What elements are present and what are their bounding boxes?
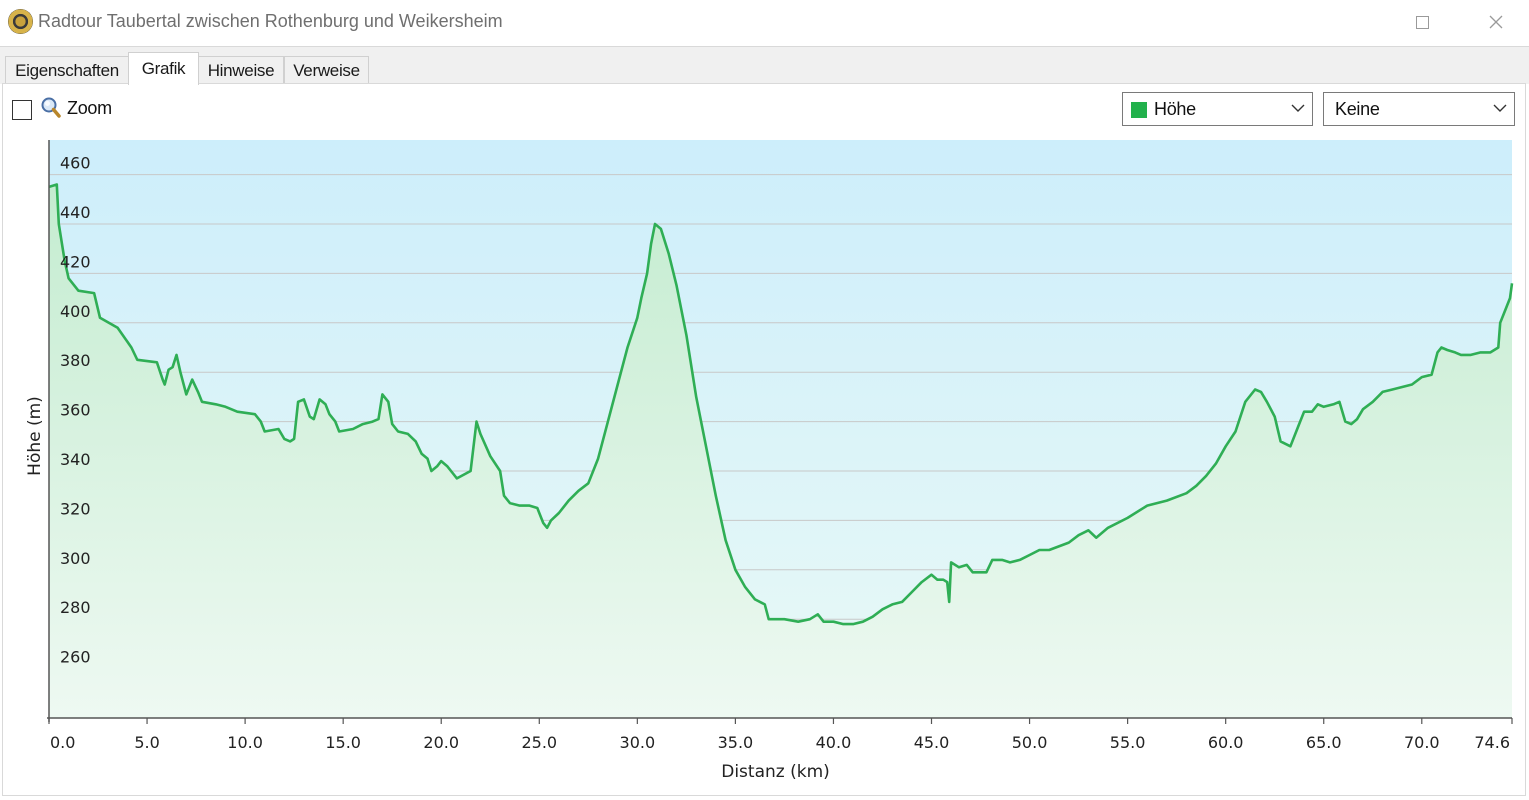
- maximize-button[interactable]: [1407, 8, 1437, 36]
- x-tick-label: 50.0: [1012, 733, 1048, 752]
- x-tick-label: 70.0: [1404, 733, 1440, 752]
- x-tick-label: 55.0: [1110, 733, 1146, 752]
- close-button[interactable]: [1481, 8, 1511, 36]
- compare-select-value: Keine: [1335, 99, 1380, 119]
- x-tick-label: 30.0: [620, 733, 656, 752]
- tab-hinweise[interactable]: Hinweise: [198, 56, 284, 85]
- series-select-value: Höhe: [1154, 99, 1196, 119]
- y-tick-label: 380: [60, 351, 91, 370]
- elevation-chart: 260 280 300 320 340 360 380 400 420 440 460 0.0 5.0…: [25, 140, 1514, 782]
- x-tick-label: 5.0: [134, 733, 159, 752]
- x-axis-label: Distanz (km): [721, 762, 830, 782]
- y-tick-label: 360: [60, 401, 91, 420]
- y-tick-label: 340: [60, 450, 91, 469]
- axes: [47, 140, 1512, 722]
- x-tick-label: 15.0: [325, 733, 361, 752]
- elevation-area: [49, 184, 1512, 718]
- y-tick-label: 320: [60, 499, 91, 518]
- x-axis-ticks: 0.0 5.0 10.0 15.0 20.0 25.0 30.0 35.0 40.0 45.0 50…: [48, 718, 1513, 752]
- zoom-label: Zoom: [67, 98, 112, 118]
- y-tick-label: 460: [60, 154, 91, 173]
- chevron-down-icon: [1291, 104, 1305, 112]
- x-tick-label: 0.0: [50, 733, 75, 752]
- title-bar: Radtour Taubertal zwischen Rothenburg un…: [0, 0, 1529, 46]
- x-tick-label: 40.0: [816, 733, 852, 752]
- app-logo-icon: [8, 9, 33, 34]
- x-tick-label: 20.0: [423, 733, 459, 752]
- magnifier-icon: [41, 97, 61, 118]
- x-tick-label: 45.0: [914, 733, 950, 752]
- compare-select[interactable]: Keine: [1323, 92, 1515, 126]
- series-color-swatch: [1131, 102, 1147, 118]
- y-axis-ticks: 260 280 300 320 340 360 380 400 420 440 460: [60, 154, 91, 667]
- y-tick-label: 440: [60, 203, 91, 222]
- x-tick-label: 65.0: [1306, 733, 1342, 752]
- window-title: Radtour Taubertal zwischen Rothenburg un…: [38, 11, 503, 31]
- y-tick-label: 260: [60, 648, 91, 667]
- tab-grafik[interactable]: Grafik: [128, 52, 199, 85]
- chevron-down-icon: [1493, 104, 1507, 112]
- y-tick-label: 300: [60, 549, 91, 568]
- maximize-icon: [1415, 15, 1429, 29]
- x-tick-label: 10.0: [227, 733, 263, 752]
- y-tick-label: 280: [60, 598, 91, 617]
- x-tick-label: 60.0: [1208, 733, 1244, 752]
- tab-verweise[interactable]: Verweise: [284, 56, 369, 85]
- tab-strip: Eigenschaften Grafik Hinweise Verweise: [0, 46, 1529, 85]
- x-tick-label: 74.6: [1474, 733, 1510, 752]
- close-icon: [1489, 15, 1503, 29]
- x-tick-label: 25.0: [521, 733, 557, 752]
- y-tick-label: 420: [60, 252, 91, 271]
- y-tick-label: 400: [60, 302, 91, 321]
- series-select[interactable]: Höhe: [1122, 92, 1313, 126]
- zoom-checkbox[interactable]: [12, 100, 32, 120]
- tab-eigenschaften[interactable]: Eigenschaften: [5, 56, 129, 85]
- y-axis-label: Höhe (m): [25, 396, 45, 476]
- elevation-line: [48, 183, 1514, 626]
- x-tick-label: 35.0: [718, 733, 754, 752]
